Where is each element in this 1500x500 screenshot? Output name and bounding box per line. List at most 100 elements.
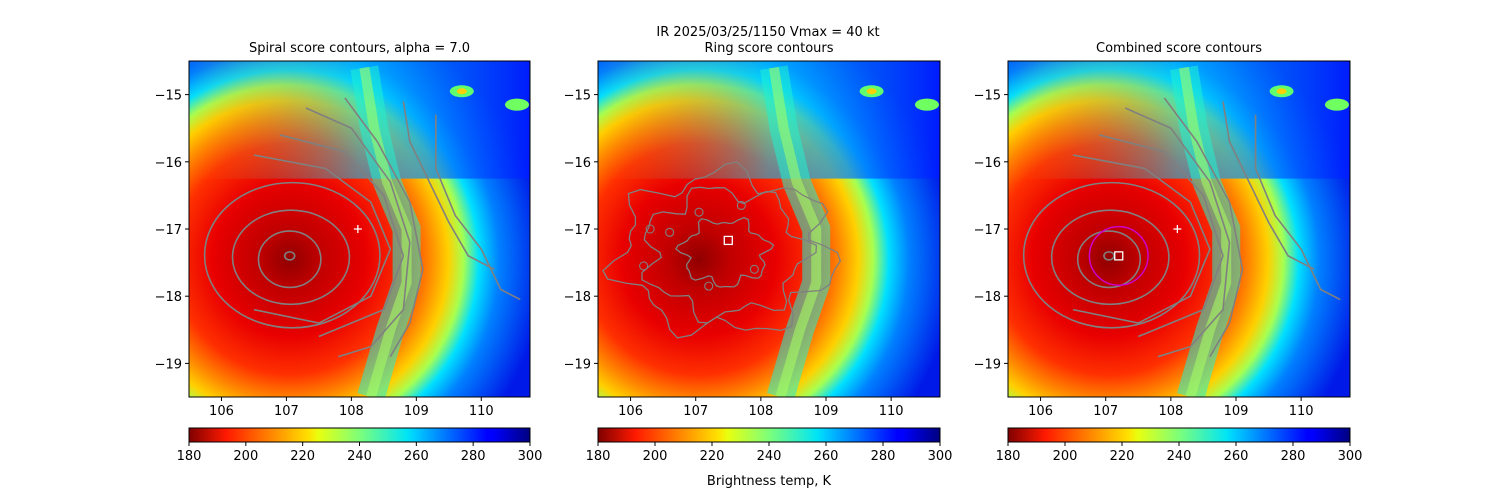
- y-tick-label: −18: [155, 290, 182, 305]
- y-tick-label: −15: [155, 89, 182, 104]
- suptitle: IR 2025/03/25/1150 Vmax = 40 kt: [656, 25, 879, 40]
- colorbar-tick-label: 280: [1281, 449, 1306, 464]
- x-tick-label: 106: [618, 404, 643, 419]
- combined-radius-circle: [1088, 225, 1149, 286]
- x-tick-label: 109: [1224, 404, 1249, 419]
- contour-arc: [1072, 154, 1211, 324]
- score-contours: [602, 161, 842, 339]
- contour-speckle: [749, 264, 759, 274]
- contour-ring: [257, 230, 322, 289]
- combined-center-marker: [1114, 251, 1124, 261]
- contour-speckle: [736, 200, 746, 211]
- contour-speckle: [639, 261, 649, 271]
- colorbar-tick-label: 240: [347, 449, 372, 464]
- contour-ring: [675, 216, 775, 288]
- contour-arc: [1163, 97, 1244, 358]
- y-tick-label: −16: [155, 156, 182, 171]
- contour-arc: [344, 97, 424, 358]
- colorbar-tick-label: 240: [1167, 449, 1192, 464]
- colorbar-tick-label: 280: [871, 449, 896, 464]
- contour-arc: [253, 154, 392, 324]
- colorbar-label: Brightness temp, K: [707, 474, 832, 489]
- colorbar-tick-label: 200: [1053, 449, 1078, 464]
- best-track-marker: [1173, 225, 1182, 233]
- contour-ring: [1103, 251, 1115, 261]
- colorbar-tick-label: 180: [996, 449, 1021, 464]
- y-tick-label: −16: [974, 156, 1001, 171]
- colorbar-tick-label: 220: [700, 449, 725, 464]
- contour-arc: [1124, 107, 1231, 358]
- contour-arc: [1099, 134, 1224, 338]
- x-tick-label: 107: [1093, 404, 1118, 419]
- colorbar-tick-label: 180: [586, 449, 611, 464]
- contour-arc: [1222, 101, 1315, 271]
- brightness-temp-image: [189, 61, 530, 397]
- contour-arc: [1254, 114, 1341, 301]
- colorbar-tick-label: 300: [518, 449, 543, 464]
- x-tick-label: 106: [1028, 404, 1053, 419]
- contour-speckle: [704, 281, 714, 291]
- y-tick-label: −19: [974, 357, 1001, 372]
- contour-arc: [305, 107, 411, 358]
- y-tick-label: −19: [155, 357, 182, 372]
- colorbar-tick-label: 260: [1224, 449, 1249, 464]
- y-tick-label: −19: [564, 357, 591, 372]
- ring-center-marker: [723, 235, 733, 246]
- x-tick-label: 107: [683, 404, 708, 419]
- colorbar-tick-label: 200: [643, 449, 668, 464]
- x-tick-label: 109: [814, 404, 839, 419]
- contour-ring: [283, 251, 296, 261]
- panel-title: Combined score contours: [1096, 41, 1262, 56]
- x-tick-label: 109: [404, 404, 429, 419]
- contour-ring: [1022, 181, 1201, 329]
- contour-ring: [203, 181, 381, 329]
- panel-title: Ring score contours: [704, 41, 833, 56]
- brightness-temp-image: [598, 61, 940, 397]
- y-tick-label: −18: [564, 290, 591, 305]
- y-tick-label: −17: [564, 223, 591, 238]
- y-tick-label: −16: [564, 156, 591, 171]
- x-tick-label: 106: [209, 404, 234, 419]
- colorbar-tick-label: 220: [1110, 449, 1135, 464]
- score-contours: [1022, 97, 1341, 358]
- y-tick-label: −17: [974, 223, 1001, 238]
- contour-arc: [435, 114, 521, 301]
- x-tick-label: 108: [748, 404, 773, 419]
- x-tick-label: 110: [469, 404, 494, 419]
- colorbar-tick-label: 260: [404, 449, 429, 464]
- colorbar-tick-label: 240: [757, 449, 782, 464]
- contour-ring: [602, 161, 842, 339]
- colorbar-tick-label: 220: [290, 449, 315, 464]
- colorbar: [188, 427, 531, 443]
- contour-arc: [402, 101, 495, 271]
- contour-ring: [1076, 230, 1142, 289]
- colorbar-tick-label: 300: [928, 449, 953, 464]
- contour-ring: [641, 186, 818, 324]
- x-tick-label: 110: [1289, 404, 1314, 419]
- y-tick-label: −15: [564, 89, 591, 104]
- x-tick-label: 110: [879, 404, 904, 419]
- contour-arc: [279, 134, 405, 338]
- y-tick-label: −15: [974, 89, 1001, 104]
- contour-speckle: [665, 227, 675, 237]
- contour-speckle: [645, 224, 655, 234]
- panel-title: Spiral score contours, alpha = 7.0: [249, 41, 470, 56]
- x-tick-label: 108: [339, 404, 364, 419]
- colorbar-tick-label: 200: [233, 449, 258, 464]
- colorbar-tick-label: 300: [1338, 449, 1363, 464]
- x-tick-label: 107: [274, 404, 299, 419]
- colorbar-tick-label: 180: [177, 449, 202, 464]
- contour-speckle: [694, 207, 704, 217]
- panel-2: Ring score contours 106 107 108 109 110 −15 −16…: [564, 41, 953, 464]
- best-track-marker: [353, 225, 362, 233]
- colorbar: [597, 427, 941, 443]
- score-contours: [203, 97, 521, 358]
- panel-3: Combined score contours 106 107 108 109 110 −1…: [974, 41, 1363, 464]
- panel-1: Spiral score contours, alpha = 7.0 106 107…: [155, 41, 543, 464]
- contour-ring: [1050, 209, 1170, 306]
- x-tick-label: 108: [1158, 404, 1183, 419]
- contour-ring: [231, 209, 351, 306]
- y-tick-label: −18: [974, 290, 1001, 305]
- colorbar-tick-label: 280: [461, 449, 486, 464]
